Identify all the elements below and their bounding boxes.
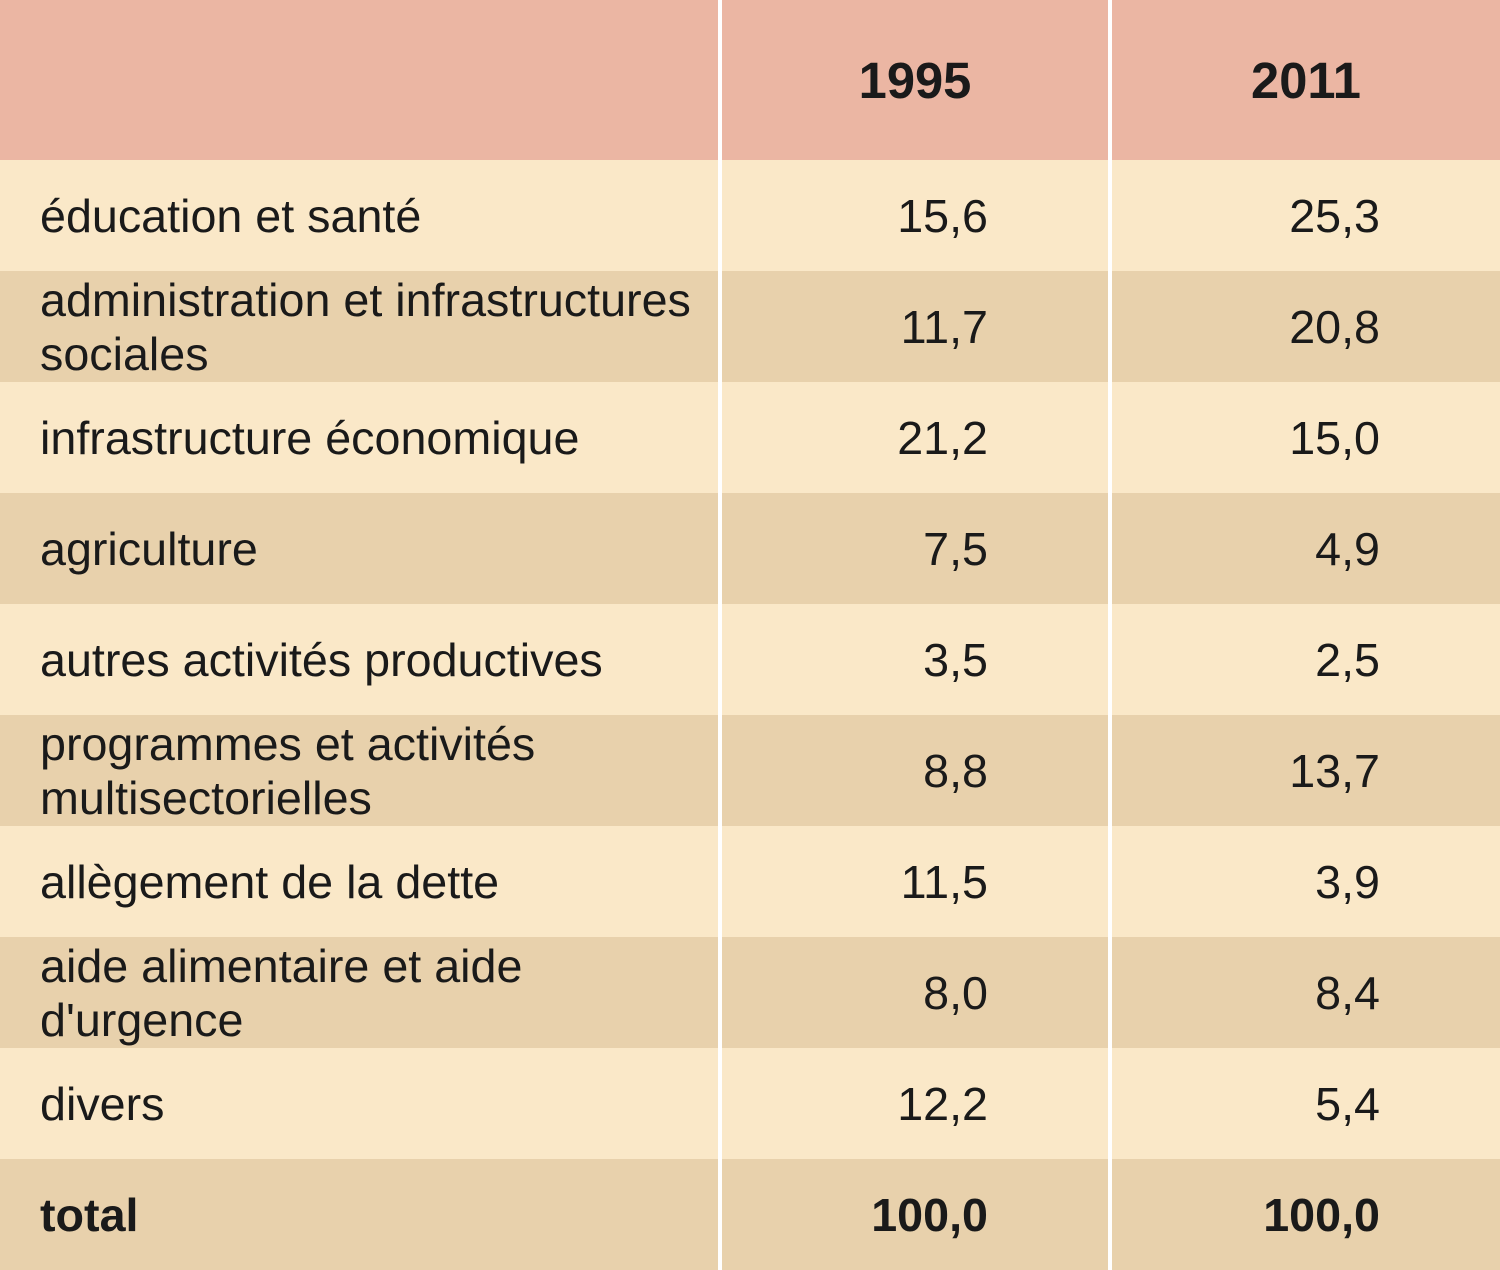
header-blank [0, 0, 720, 160]
row-label: aide alimentaire et aide d'urgence [0, 937, 720, 1048]
table-total-row: total 100,0 100,0 [0, 1159, 1500, 1270]
table-row: administration et infrastructures social… [0, 271, 1500, 382]
row-label: éducation et santé [0, 160, 720, 271]
row-label: administration et infrastructures social… [0, 271, 720, 382]
row-val-2011: 4,9 [1110, 493, 1500, 604]
row-val-2011: 25,3 [1110, 160, 1500, 271]
table-header-row: 1995 2011 [0, 0, 1500, 160]
table-row: allègement de la dette 11,5 3,9 [0, 826, 1500, 937]
total-val-1995: 100,0 [720, 1159, 1110, 1270]
table-row: agriculture 7,5 4,9 [0, 493, 1500, 604]
row-val-1995: 11,5 [720, 826, 1110, 937]
row-val-2011: 5,4 [1110, 1048, 1500, 1159]
row-val-1995: 8,0 [720, 937, 1110, 1048]
table-row: autres activités productives 3,5 2,5 [0, 604, 1500, 715]
row-val-1995: 7,5 [720, 493, 1110, 604]
row-val-1995: 15,6 [720, 160, 1110, 271]
row-label: programmes et activités multisectorielle… [0, 715, 720, 826]
table-row: infrastructure économique 21,2 15,0 [0, 382, 1500, 493]
row-label: infrastructure économique [0, 382, 720, 493]
row-val-2011: 3,9 [1110, 826, 1500, 937]
table-row: aide alimentaire et aide d'urgence 8,0 8… [0, 937, 1500, 1048]
row-val-1995: 8,8 [720, 715, 1110, 826]
header-1995: 1995 [720, 0, 1110, 160]
row-val-1995: 11,7 [720, 271, 1110, 382]
row-label: agriculture [0, 493, 720, 604]
header-2011: 2011 [1110, 0, 1500, 160]
row-label: divers [0, 1048, 720, 1159]
row-val-2011: 15,0 [1110, 382, 1500, 493]
row-val-2011: 20,8 [1110, 271, 1500, 382]
row-val-1995: 21,2 [720, 382, 1110, 493]
total-val-2011: 100,0 [1110, 1159, 1500, 1270]
row-val-2011: 2,5 [1110, 604, 1500, 715]
row-label: allègement de la dette [0, 826, 720, 937]
row-val-1995: 3,5 [720, 604, 1110, 715]
row-val-2011: 13,7 [1110, 715, 1500, 826]
data-table: 1995 2011 éducation et santé 15,6 25,3 a… [0, 0, 1500, 1270]
row-val-1995: 12,2 [720, 1048, 1110, 1159]
row-val-2011: 8,4 [1110, 937, 1500, 1048]
total-label: total [0, 1159, 720, 1270]
table-row: éducation et santé 15,6 25,3 [0, 160, 1500, 271]
row-label: autres activités productives [0, 604, 720, 715]
table-row: divers 12,2 5,4 [0, 1048, 1500, 1159]
table-row: programmes et activités multisectorielle… [0, 715, 1500, 826]
